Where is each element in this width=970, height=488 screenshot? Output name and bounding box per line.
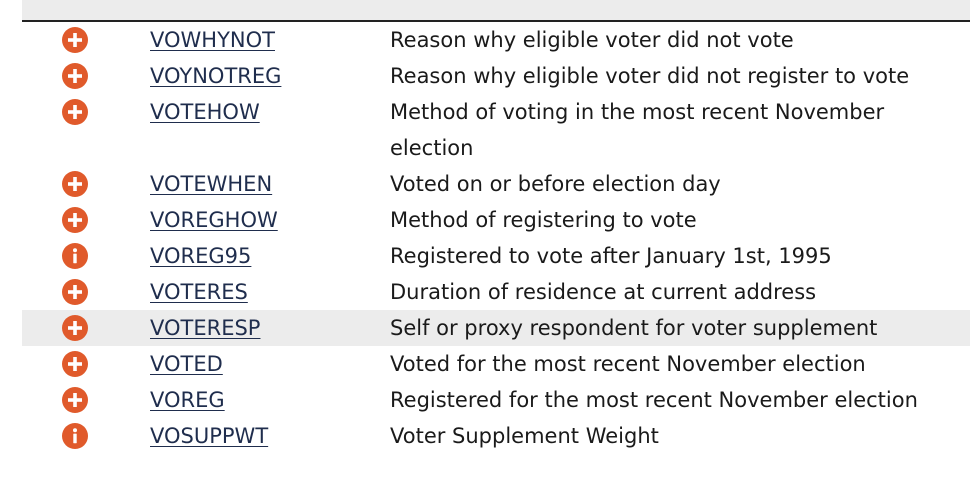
variable-description: Voted for the most recent November elect… — [390, 352, 866, 376]
table-row: VOREGHOW Method of registering to vote — [22, 202, 970, 238]
plus-circle-icon[interactable] — [62, 63, 88, 89]
table-row: VOTEWHEN Voted on or before election day — [22, 166, 970, 202]
table-row: VOREG Registered for the most recent Nov… — [22, 382, 970, 418]
info-circle-icon[interactable] — [62, 243, 88, 269]
variable-description: Registered for the most recent November … — [390, 388, 918, 412]
table-row: VOTERESP Self or proxy respondent for vo… — [22, 310, 970, 346]
variable-link[interactable]: VOTED — [150, 352, 223, 376]
table-row: VOTED Voted for the most recent November… — [22, 346, 970, 382]
variable-table: VOWHYNOT Reason why eligible voter did n… — [22, 22, 970, 454]
variable-link[interactable]: VOREG95 — [150, 244, 252, 268]
variable-description: Voter Supplement Weight — [390, 424, 659, 448]
variable-description: Self or proxy respondent for voter suppl… — [390, 316, 878, 340]
variable-description: Reason why eligible voter did not vote — [390, 28, 794, 52]
variable-link[interactable]: VOTERESP — [150, 316, 261, 340]
plus-circle-icon[interactable] — [62, 351, 88, 377]
table-row: VOWHYNOT Reason why eligible voter did n… — [22, 22, 970, 58]
variable-description: Registered to vote after January 1st, 19… — [390, 244, 832, 268]
variable-link[interactable]: VOREGHOW — [150, 208, 278, 232]
plus-circle-icon[interactable] — [62, 315, 88, 341]
variable-link[interactable]: VOTEWHEN — [150, 172, 273, 196]
plus-circle-icon[interactable] — [62, 387, 88, 413]
table-row: VOTERES Duration of residence at current… — [22, 274, 970, 310]
variable-description: Voted on or before election day — [390, 172, 721, 196]
table-row: VOTEHOW Method of voting in the most rec… — [22, 94, 970, 166]
plus-circle-icon[interactable] — [62, 279, 88, 305]
plus-circle-icon[interactable] — [62, 207, 88, 233]
variable-description: Method of registering to vote — [390, 208, 697, 232]
plus-circle-icon[interactable] — [62, 99, 88, 125]
variable-link[interactable]: VOYNOTREG — [150, 64, 282, 88]
table-header-rule — [22, 20, 970, 22]
variable-link[interactable]: VOSUPPWT — [150, 424, 269, 448]
table-row: VOREG95 Registered to vote after January… — [22, 238, 970, 274]
table-row: VOYNOTREG Reason why eligible voter did … — [22, 58, 970, 94]
plus-circle-icon[interactable] — [62, 27, 88, 53]
table-header-band — [22, 0, 970, 20]
variable-description: Duration of residence at current address — [390, 280, 817, 304]
table-row: VOSUPPWT Voter Supplement Weight — [22, 418, 970, 454]
info-circle-icon[interactable] — [62, 423, 88, 449]
plus-circle-icon[interactable] — [62, 171, 88, 197]
variable-link[interactable]: VOTEHOW — [150, 100, 260, 124]
variable-link[interactable]: VOTERES — [150, 280, 248, 304]
variable-description: Method of voting in the most recent Nove… — [390, 100, 885, 160]
variable-link[interactable]: VOREG — [150, 388, 225, 412]
variable-link[interactable]: VOWHYNOT — [150, 28, 275, 52]
variable-description: Reason why eligible voter did not regist… — [390, 64, 910, 88]
